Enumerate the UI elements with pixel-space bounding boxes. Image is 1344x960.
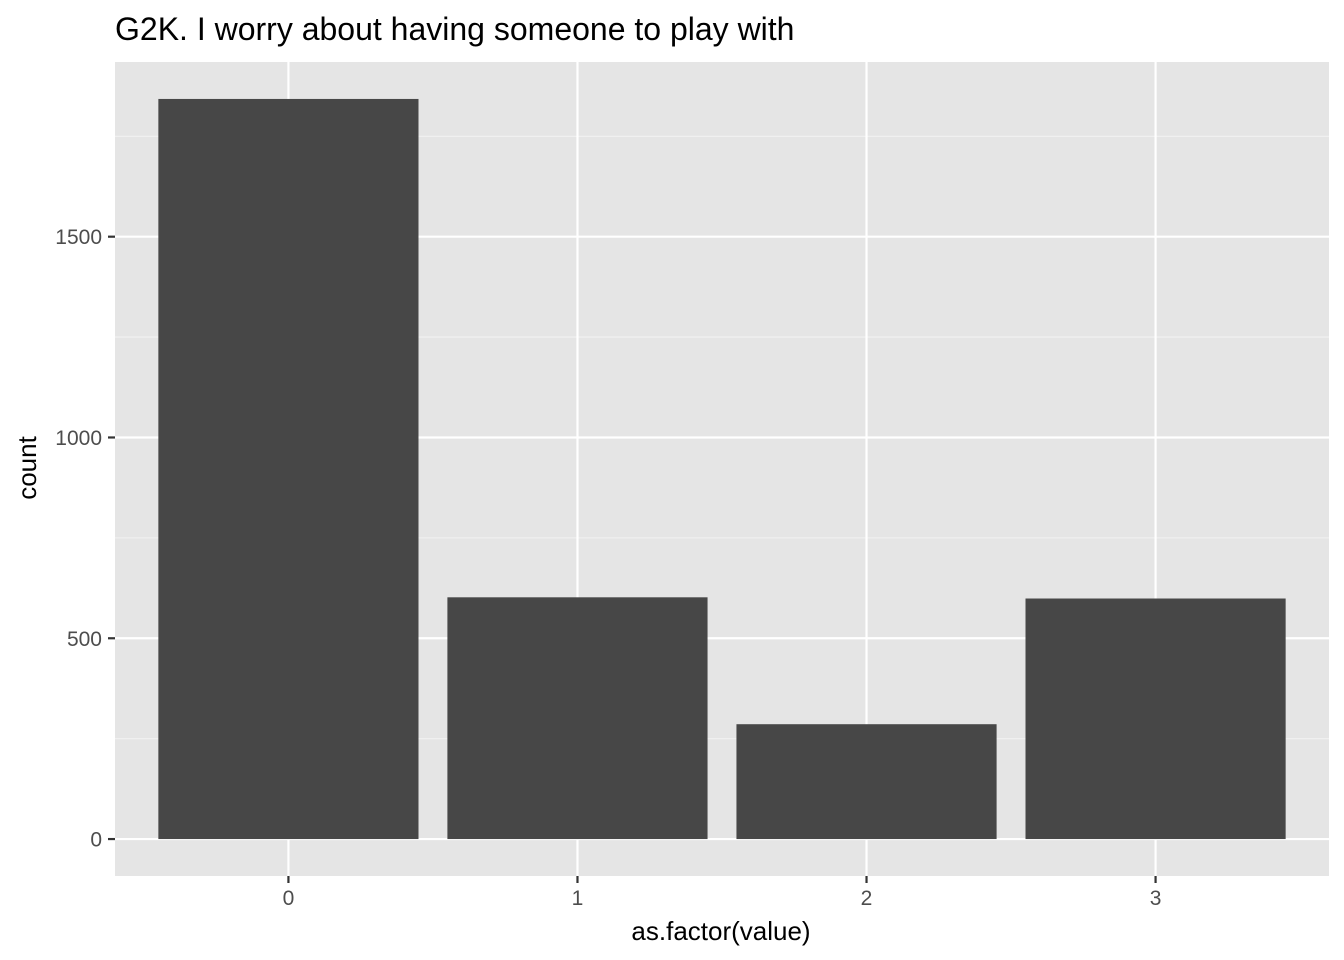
x-tick-label: 0 [283,887,295,910]
bar-1 [447,597,708,840]
y-tick-label: 500 [67,628,102,651]
x-tick-label: 3 [1150,887,1162,910]
y-axis-title: count [12,435,42,499]
bar-2 [736,724,997,840]
y-tick-label: 1500 [55,226,102,249]
y-tick-label: 0 [90,829,102,852]
x-tick-label: 2 [861,887,873,910]
bars [158,98,1286,840]
x-tick-label: 1 [572,887,584,910]
bar-0 [158,98,419,840]
chart-title: G2K. I worry about having someone to pla… [115,11,794,47]
y-tick-label: 1000 [55,427,102,450]
bar-3 [1025,598,1286,840]
axes: 0 500 1000 1500 0 1 2 3 [55,226,1161,910]
x-axis-title: as.factor(value) [631,916,810,946]
